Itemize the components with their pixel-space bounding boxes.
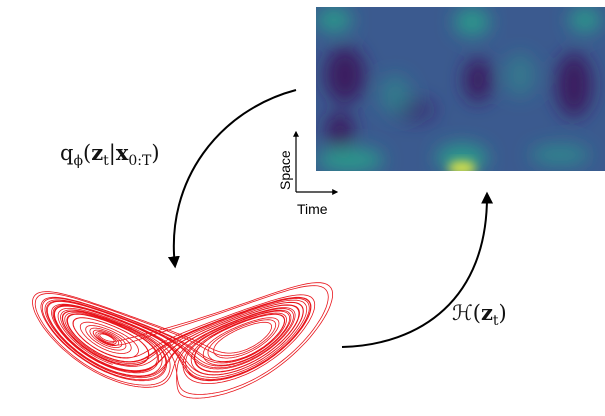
- encoder-q: q: [60, 141, 73, 165]
- encoder-x: x: [116, 140, 129, 165]
- encoder-label: qϕ(zt|x0:T): [60, 140, 160, 169]
- encoder-close-paren: ): [151, 141, 159, 165]
- encoder-open-paren: (: [83, 141, 91, 165]
- decoder-z: z: [481, 300, 493, 325]
- attractor-trajectory: [32, 282, 334, 399]
- encoder-t: t: [103, 153, 109, 169]
- encoder-range: 0:T: [128, 153, 152, 169]
- encoder-arrow: [167, 89, 297, 269]
- decoder-close-paren: ): [499, 301, 507, 325]
- heatmap-hotspot: [448, 161, 476, 171]
- decoder-H: ℋ: [452, 301, 473, 325]
- time-space-axes: Time Space: [277, 130, 339, 217]
- lorenz-attractor: [32, 282, 334, 399]
- encoder-bar: |: [109, 141, 116, 166]
- time-axis-label: Time: [297, 201, 328, 217]
- decoder-label: ℋ(zt): [452, 300, 507, 329]
- encoder-phi: ϕ: [73, 153, 83, 169]
- decoder-t: t: [493, 313, 499, 329]
- space-axis-label: Space: [277, 150, 293, 190]
- heatmap: [316, 7, 605, 171]
- encoder-z: z: [91, 140, 103, 165]
- decoder-arrow: [341, 191, 494, 348]
- decoder-open-paren: (: [473, 301, 481, 325]
